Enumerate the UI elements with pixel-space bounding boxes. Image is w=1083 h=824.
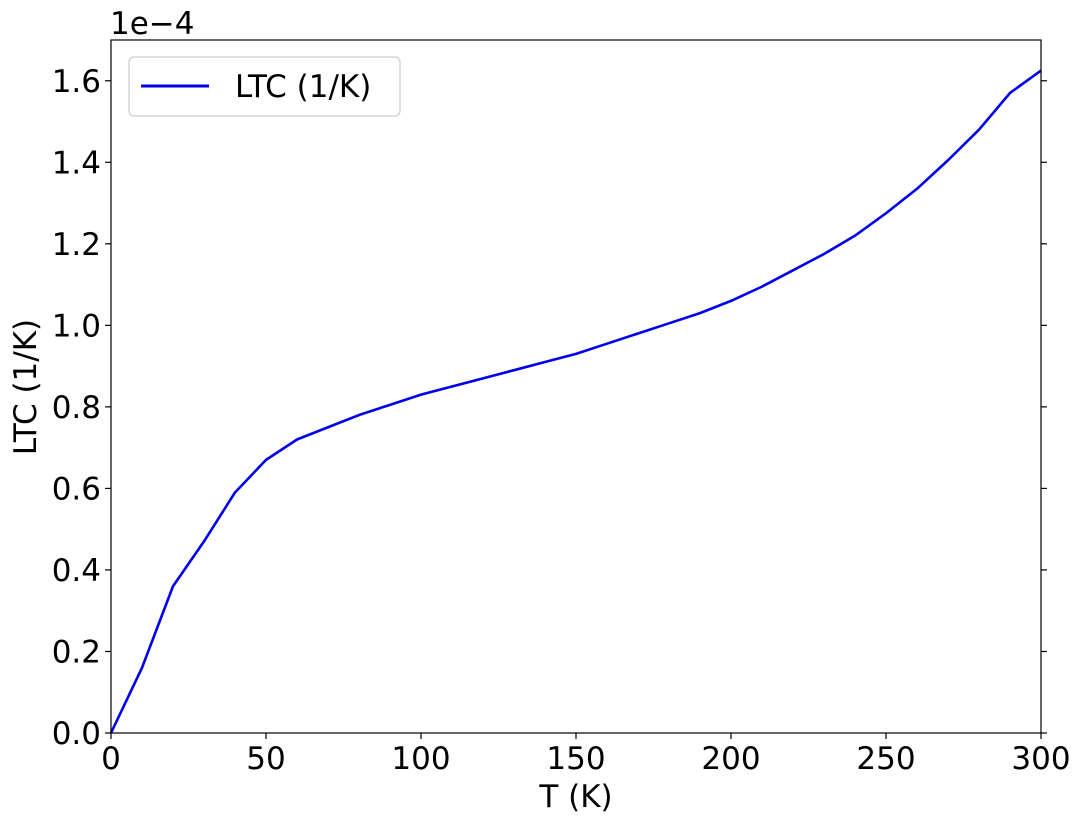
x-tick-label: 100: [391, 741, 450, 777]
x-tick-label: 200: [701, 741, 760, 777]
legend-label: LTC (1/K): [235, 69, 371, 105]
legend-box: [128, 56, 401, 117]
y-tick-label: 0.2: [52, 634, 101, 670]
y-tick-label: 1.4: [52, 145, 101, 181]
y-tick-label: 0.6: [52, 471, 101, 507]
y-axis-label: LTC (1/K): [8, 319, 44, 455]
y-tick-label: 0.4: [52, 553, 101, 589]
legend: LTC (1/K): [128, 56, 401, 117]
plot-area: 0 50 100 150 200 250 300 0.0 0.2 0.4 0.6 0.8 1.0 1.2 1…: [52, 39, 1071, 777]
y-offset-label: 1e−4: [110, 6, 195, 42]
series-line-0: [109, 69, 1042, 734]
x-tick-label: 0: [101, 741, 121, 777]
y-tick-label: 0.8: [52, 390, 101, 426]
x-tick-label: 250: [856, 741, 915, 777]
y-tick-label: 1.0: [52, 308, 101, 344]
x-axis-label: T (K): [538, 779, 612, 815]
plot-frame: [110, 39, 1042, 734]
y-tick-label: 0.0: [52, 716, 101, 752]
y-tick-label: 1.2: [52, 227, 101, 263]
x-tick-label: 50: [246, 741, 285, 777]
x-tick-label: 300: [1011, 741, 1070, 777]
y-tick-label: 1.6: [52, 64, 101, 100]
x-tick-label: 150: [546, 741, 605, 777]
